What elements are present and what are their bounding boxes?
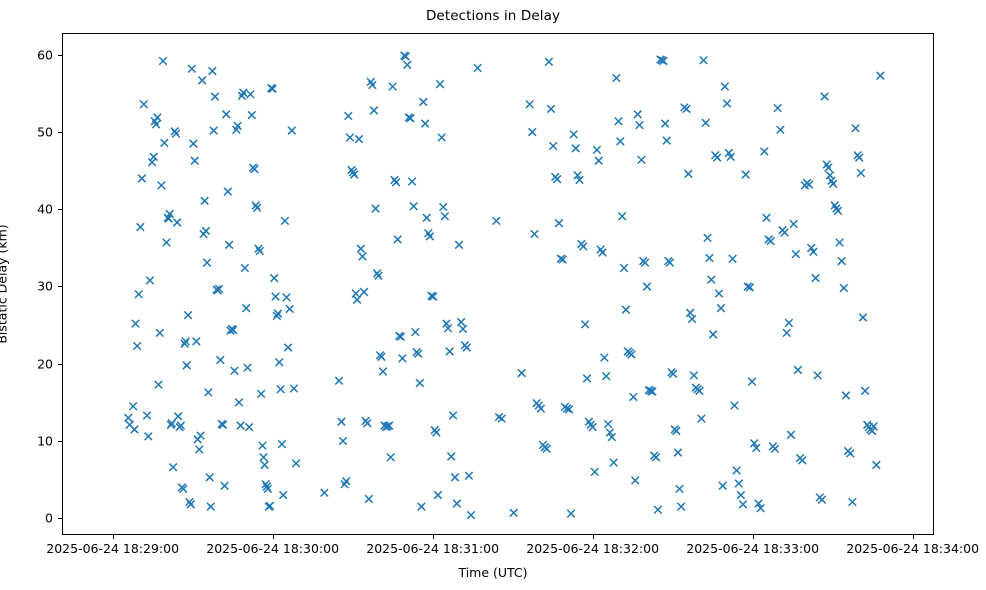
x-tick-mark — [592, 535, 594, 539]
chart-title: Detections in Delay — [425, 8, 561, 24]
y-tick-label: 50 — [37, 124, 53, 140]
plot-axes — [62, 33, 934, 535]
x-tick-label: 2025-06-24 18:31:00 — [366, 541, 500, 556]
y-tick-label: 40 — [37, 201, 53, 217]
x-tick-label: 2025-06-24 18:34:00 — [846, 541, 980, 556]
x-tick-label: 2025-06-24 18:33:00 — [686, 541, 820, 556]
y-tick-label: 20 — [37, 356, 53, 372]
x-tick-label: 2025-06-24 18:32:00 — [526, 541, 660, 556]
x-tick-mark — [912, 535, 914, 539]
x-tick-mark — [752, 535, 754, 539]
y-tick-label: 60 — [37, 47, 53, 63]
y-tick-label: 30 — [37, 278, 53, 294]
x-tick-mark — [112, 535, 114, 539]
x-tick-mark — [272, 535, 274, 539]
y-axis-label: Bistatic Delay (km) — [0, 224, 10, 344]
x-axis-label: Time (UTC) — [458, 565, 528, 580]
x-tick-label: 2025-06-24 18:30:00 — [206, 541, 340, 556]
y-tick-label: 10 — [37, 433, 53, 449]
scatter-markers — [124, 51, 885, 520]
y-tick-label: 0 — [45, 510, 53, 526]
x-tick-mark — [432, 535, 434, 539]
x-tick-label: 2025-06-24 18:29:00 — [46, 541, 180, 556]
scatter-plot-area — [63, 34, 933, 534]
